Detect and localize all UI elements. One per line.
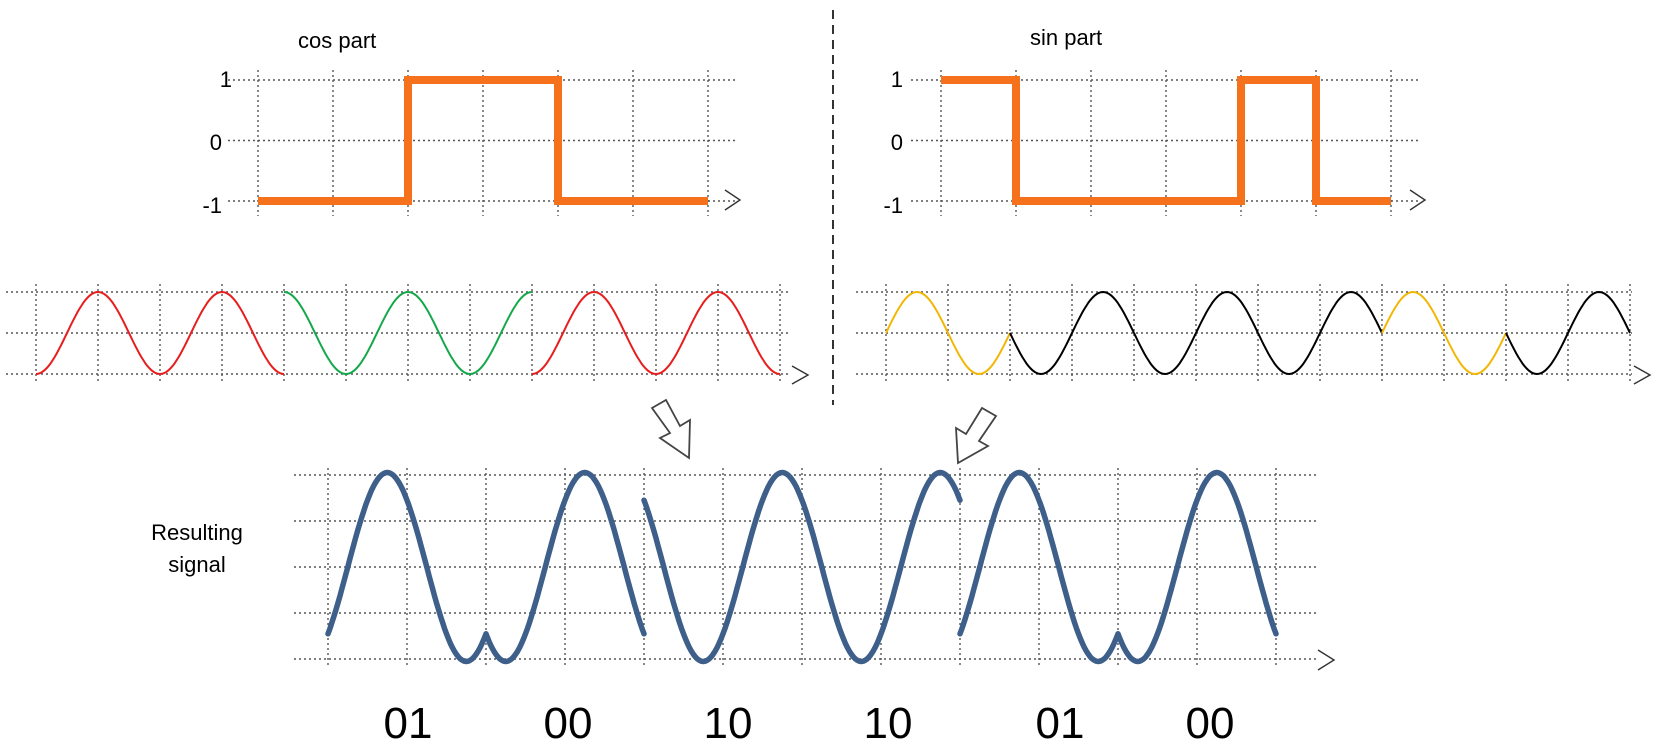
cos-carrier-segment xyxy=(407,291,533,376)
sin-y-tick-1: 1 xyxy=(891,67,903,92)
sin-carrier-segment xyxy=(1009,290,1135,376)
sin-carrier-segment xyxy=(1133,290,1259,376)
cos-square-wave xyxy=(258,76,708,205)
cos-carrier-x-arrow xyxy=(791,365,810,385)
cos-carrier-grid xyxy=(6,284,790,384)
sin-part-chart: sin part 1 0 -1 xyxy=(883,25,1427,218)
result-label-line1: Resulting xyxy=(151,520,243,545)
resulting-signal-wave xyxy=(325,469,1279,665)
sin-carrier-x-arrow xyxy=(1633,365,1652,385)
sin-part-title: sin part xyxy=(1030,25,1102,50)
sin-y-tick-minus1: -1 xyxy=(883,193,903,218)
symbol-label: 10 xyxy=(864,699,913,742)
sin-x-axis-arrow xyxy=(1409,189,1427,211)
sin-y-tick-0: 0 xyxy=(891,130,903,155)
sin-carrier-segment xyxy=(885,290,1011,376)
cos-carrier-wave xyxy=(35,290,781,376)
resulting-signal-chart: Resulting signal 01 00 10 10 01 00 xyxy=(151,468,1336,742)
sin-carrier-segment xyxy=(1257,290,1383,376)
combine-arrow-left-icon xyxy=(650,398,691,460)
cos-carrier-segment xyxy=(35,290,161,375)
cos-part-chart: cos part 1 0 -1 xyxy=(202,28,742,218)
sin-carrier-chart xyxy=(856,284,1652,385)
cos-y-tick-1: 1 xyxy=(220,67,232,92)
cos-carrier-segment xyxy=(159,290,285,375)
symbol-labels: 01 00 10 10 01 00 xyxy=(384,699,1235,742)
sin-grid xyxy=(911,70,1419,216)
symbol-label: 10 xyxy=(704,699,753,742)
sin-carrier-wave xyxy=(885,290,1631,376)
symbol-label: 01 xyxy=(384,699,433,742)
sin-carrier-grid xyxy=(856,284,1632,384)
result-label-line2: signal xyxy=(168,552,225,577)
symbol-label: 00 xyxy=(544,699,593,742)
cos-grid xyxy=(228,70,736,216)
cos-y-tick-minus1: -1 xyxy=(202,193,222,218)
cos-carrier-segment xyxy=(655,290,781,375)
cos-y-tick-0: 0 xyxy=(210,130,222,155)
result-x-axis-arrow xyxy=(1317,649,1336,671)
symbol-label: 01 xyxy=(1036,699,1085,742)
cos-part-title: cos part xyxy=(298,28,376,53)
sin-carrier-segment xyxy=(1381,290,1507,376)
symbol-label: 00 xyxy=(1186,699,1235,742)
cos-carrier-chart xyxy=(6,284,810,385)
cos-x-axis-arrow xyxy=(724,189,742,211)
cos-carrier-segment xyxy=(283,291,409,376)
sin-carrier-segment xyxy=(1505,290,1631,376)
sin-square-wave xyxy=(941,76,1391,205)
cos-carrier-segment xyxy=(531,290,657,375)
combine-arrow-right-icon xyxy=(955,406,998,465)
